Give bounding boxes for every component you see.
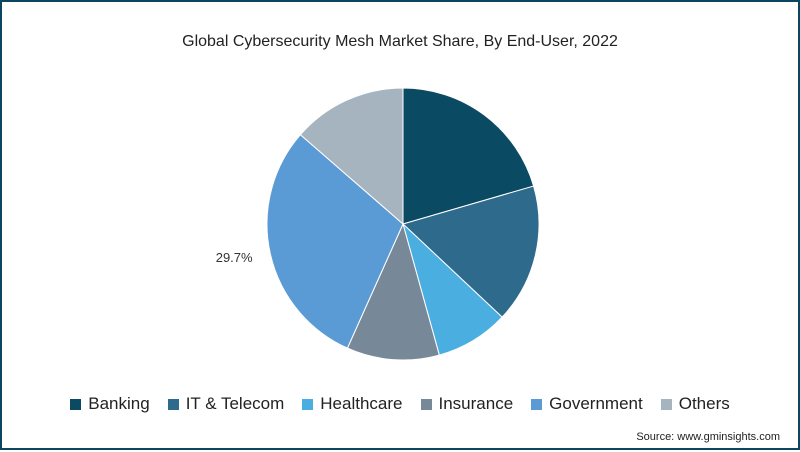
- legend-swatch: [302, 398, 314, 410]
- pie-slice-it-telecom: [402, 185, 540, 318]
- legend-item-healthcare: Healthcare: [302, 394, 403, 414]
- legend-swatch: [70, 398, 82, 410]
- legend-swatch: [660, 398, 672, 410]
- chart-title: Global Cybersecurity Mesh Market Share, …: [182, 33, 618, 50]
- pie-slice-government: [266, 133, 404, 349]
- legend-label: Healthcare: [320, 394, 403, 413]
- pie-slice-others: [299, 87, 404, 226]
- legend-label: IT & Telecom: [185, 394, 285, 413]
- chart-legend: Banking IT & Telecom Healthcare Insurance Go…: [2, 394, 798, 414]
- legend-item-insurance: Insurance: [420, 394, 514, 414]
- data-label-government: 29.7%: [216, 250, 253, 265]
- legend-label: Government: [549, 394, 643, 413]
- legend-label: Others: [678, 394, 730, 413]
- pie-slice-banking: [402, 87, 535, 225]
- legend-item-others: Others: [660, 394, 730, 414]
- legend-swatch: [420, 398, 432, 410]
- legend-item-banking: Banking: [70, 394, 150, 414]
- legend-label: Insurance: [438, 394, 514, 413]
- legend-item-it-telecom: IT & Telecom: [167, 394, 285, 414]
- legend-swatch: [167, 398, 179, 410]
- legend-swatch: [531, 398, 543, 410]
- legend-label: Banking: [88, 394, 150, 413]
- legend-item-government: Government: [531, 394, 643, 414]
- source-note: Source: www.gminsights.com: [636, 431, 780, 443]
- pie-slice-insurance: [346, 222, 440, 361]
